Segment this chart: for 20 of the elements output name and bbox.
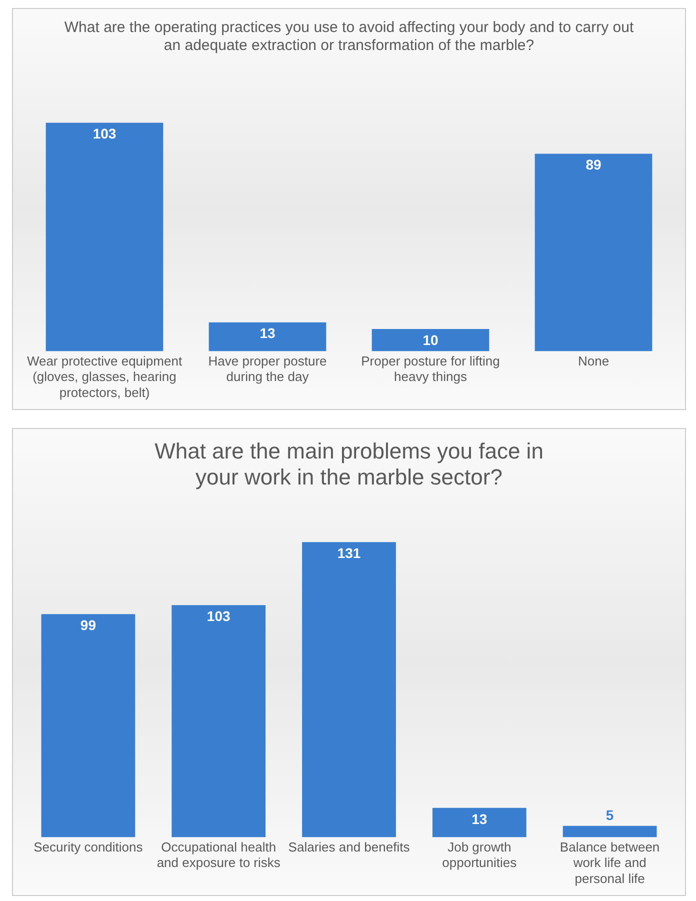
x-tick-label: Have proper posture during the day	[208, 354, 327, 384]
data-label: 13	[472, 810, 488, 827]
data-label: 131	[337, 544, 361, 561]
x-tick-label: Salaries and benefits	[288, 840, 410, 855]
x-tick-label: Occupational health and exposure to risks	[156, 840, 281, 870]
data-label: 13	[260, 325, 276, 342]
x-tick-label: Wear protective equipment (gloves, glasses, hearing protectors, belt)	[26, 354, 182, 400]
data-label: 103	[206, 608, 230, 624]
data-label: 5	[606, 806, 614, 823]
chart-title: What are the main problems you face in your work in the marble sector?	[154, 438, 544, 490]
x-tick-label: None	[578, 354, 610, 369]
data-label: 10	[422, 332, 438, 348]
x-tick-label: Security conditions	[34, 840, 144, 855]
chart-title: What are the operating practices you use to avoid affecting your body and to carry out an adequate extraction or transformation of the marble?	[64, 19, 634, 54]
x-tick-label: Balance between work life and personal life	[560, 840, 660, 886]
data-label: 99	[80, 617, 96, 634]
data-label: 103	[92, 126, 116, 142]
x-tick-label: Job growth opportunities	[442, 840, 518, 870]
x-tick-label: Proper posture for lifting heavy things	[361, 354, 500, 384]
data-label: 89	[586, 156, 602, 173]
